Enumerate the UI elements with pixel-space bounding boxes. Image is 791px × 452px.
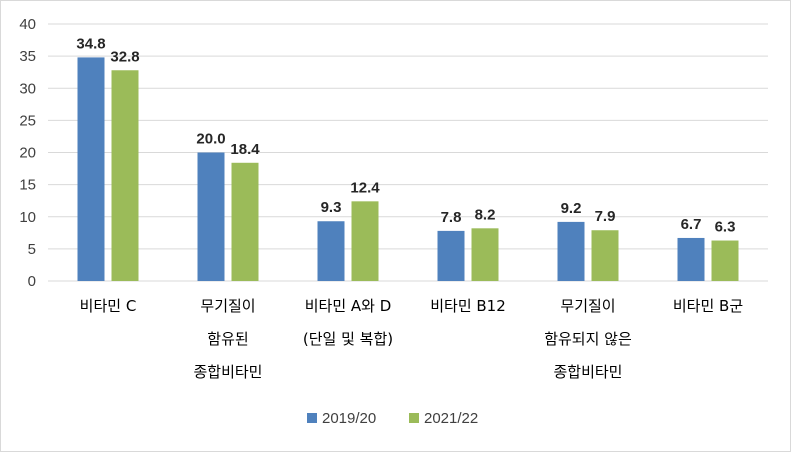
data-label: 9.3 <box>321 199 342 216</box>
data-label: 32.8 <box>110 48 139 65</box>
y-tick-label: 30 <box>19 80 36 97</box>
y-tick-label: 25 <box>19 112 36 129</box>
data-label: 7.8 <box>441 209 462 226</box>
y-axis-ticks: 0 5 10 15 20 25 30 35 40 <box>19 16 36 290</box>
data-label: 20.0 <box>196 131 225 148</box>
category-label: 비타민 A와 D <box>305 297 392 315</box>
legend-swatch <box>409 413 419 423</box>
data-label: 12.4 <box>350 179 380 196</box>
y-tick-label: 20 <box>19 145 36 162</box>
category-label: 비타민 B12 <box>430 297 506 315</box>
legend-label: 2021/22 <box>424 410 478 427</box>
bars <box>77 57 739 281</box>
y-tick-label: 10 <box>19 209 36 226</box>
data-label: 9.2 <box>561 200 582 217</box>
bar-2021-22-5 <box>711 240 739 281</box>
bar-2021-22-3 <box>471 228 499 281</box>
data-label: 6.7 <box>681 216 702 233</box>
bar-2019-20-5 <box>677 237 705 281</box>
category-label: 함유된 <box>207 330 248 348</box>
y-tick-label: 40 <box>19 16 36 33</box>
data-label: 7.9 <box>595 208 616 225</box>
category-label: 종합비타민 <box>553 363 622 381</box>
data-label: 18.4 <box>230 141 260 158</box>
y-tick-label: 0 <box>28 273 36 290</box>
bar-2019-20-0 <box>77 57 105 281</box>
legend-label: 2019/20 <box>322 410 376 427</box>
category-label: 무기질이 <box>560 297 615 315</box>
bar-2021-22-2 <box>351 201 379 281</box>
category-label: 비타민 B군 <box>673 297 743 315</box>
category-label: 무기질이 <box>200 297 255 315</box>
y-tick-label: 5 <box>28 241 36 258</box>
category-label: (단일 및 복합) <box>303 330 393 348</box>
category-label: 종합비타민 <box>193 363 262 381</box>
data-label: 34.8 <box>76 35 105 52</box>
data-label: 6.3 <box>715 219 736 236</box>
category-label: 함유되지 않은 <box>544 330 632 348</box>
legend-swatch <box>307 413 317 423</box>
bar-2019-20-3 <box>437 230 465 281</box>
gridlines <box>48 23 768 282</box>
bar-2019-20-4 <box>557 221 585 281</box>
bar-2019-20-1 <box>197 152 225 281</box>
category-label: 비타민 C <box>80 297 137 315</box>
bar-2021-22-0 <box>111 70 139 281</box>
data-labels: 34.8 32.8 20.0 18.4 9.3 12.4 7.8 8.2 9.2 7.9 6.7 6.… <box>76 35 735 235</box>
y-tick-label: 35 <box>19 48 36 65</box>
data-label: 8.2 <box>475 206 496 223</box>
bar-2021-22-4 <box>591 230 619 281</box>
y-tick-label: 15 <box>19 177 36 194</box>
bar-2019-20-2 <box>317 221 345 281</box>
legend: 2019/20 2021/22 <box>307 410 478 427</box>
bar-2021-22-1 <box>231 162 259 281</box>
